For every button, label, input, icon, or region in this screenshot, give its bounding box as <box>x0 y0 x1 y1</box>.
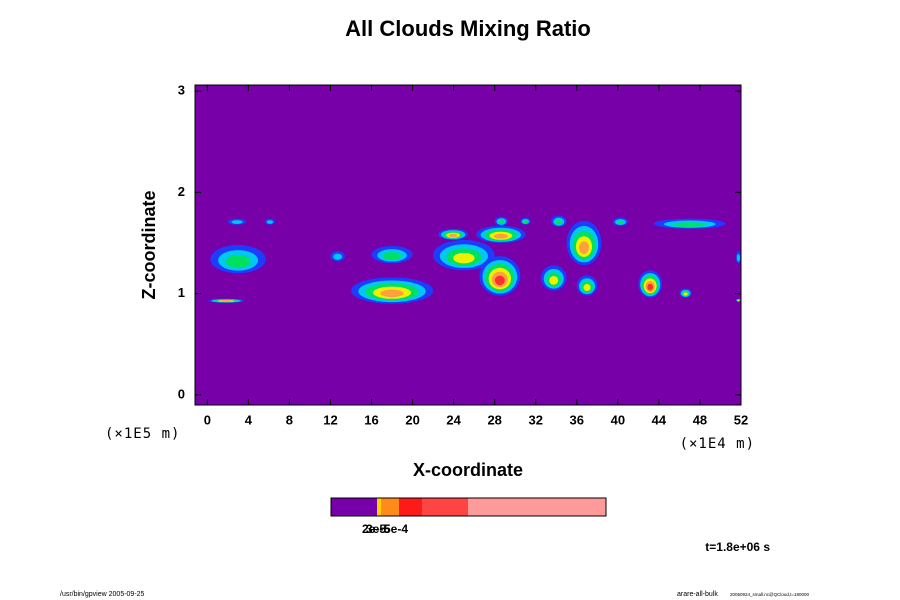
y-tick-label: 0 <box>178 386 185 401</box>
cloud-contour <box>549 275 559 285</box>
x-axis-label: X-coordinate <box>413 460 523 480</box>
chart-title: All Clouds Mixing Ratio <box>345 16 591 41</box>
cloud-contour <box>494 275 505 286</box>
cloud-contour <box>498 219 505 224</box>
x-unit: (×1E4 m) <box>680 436 755 452</box>
footer-right-small: 20050924_small.nc@QCloud,t=180000 <box>730 592 809 597</box>
plot-frame <box>194 84 742 406</box>
y-tick-label: 3 <box>178 83 185 98</box>
cloud-contour <box>231 220 243 224</box>
colorbar-swatch <box>422 498 468 516</box>
x-tick-label: 16 <box>364 412 378 427</box>
colorbar-swatch <box>399 498 422 516</box>
x-tick-label: 32 <box>529 412 543 427</box>
time-label: t=1.8e+06 s <box>705 540 770 554</box>
cloud-contour <box>493 233 508 239</box>
colorbar-label: 2e-5 <box>362 522 386 536</box>
colorbar-frame <box>330 497 607 517</box>
y-tick-label: 2 <box>178 184 185 199</box>
cloud-contour <box>616 220 624 225</box>
cloud-contour <box>736 254 741 262</box>
footer-right: arare-all-bulk <box>677 591 718 598</box>
cloud-contour <box>453 252 475 264</box>
colorbar-swatch <box>468 498 606 516</box>
x-tick-label: 20 <box>405 412 419 427</box>
colorbar-swatch <box>331 498 377 516</box>
cloud-contour <box>225 255 251 268</box>
cloud-contour <box>448 233 458 238</box>
cloud-contour <box>523 220 528 224</box>
cloud-contour <box>578 241 589 255</box>
cloud-contour <box>737 299 740 302</box>
x-tick-label: 0 <box>204 412 211 427</box>
y-tick-label: 1 <box>178 285 185 300</box>
y-unit: (×1E5 m) <box>105 426 180 442</box>
cloud-contour <box>647 283 654 291</box>
colorbar-swatch <box>377 498 381 516</box>
cloud-contour <box>382 252 402 260</box>
cloud-contour <box>673 222 706 227</box>
footer-left: /usr/bin/gpview 2005-09-25 <box>60 591 145 598</box>
cloud-contour <box>583 283 591 292</box>
x-tick-label: 4 <box>245 412 253 427</box>
colorbar-swatch <box>381 498 399 516</box>
x-tick-label: 36 <box>570 412 584 427</box>
colorbar-label: 3e-5 <box>366 522 390 536</box>
x-tick-label: 28 <box>487 412 501 427</box>
cloud-contour <box>221 300 232 303</box>
x-tick-label: 8 <box>286 412 293 427</box>
x-tick-label: 12 <box>323 412 337 427</box>
cloud-contour <box>333 253 343 260</box>
colorbar-label: 5e-4 <box>384 522 408 536</box>
cloud-contour <box>380 289 404 298</box>
y-axis-label: Z-coordinate <box>139 190 159 299</box>
cloud-contour <box>555 219 563 225</box>
cloud-contour <box>266 220 274 224</box>
x-tick-label: 40 <box>611 412 625 427</box>
x-tick-label: 24 <box>446 412 461 427</box>
cloud-contour <box>683 292 688 296</box>
x-tick-label: 44 <box>652 412 667 427</box>
x-tick-label: 52 <box>734 412 748 427</box>
x-tick-label: 48 <box>693 412 707 427</box>
